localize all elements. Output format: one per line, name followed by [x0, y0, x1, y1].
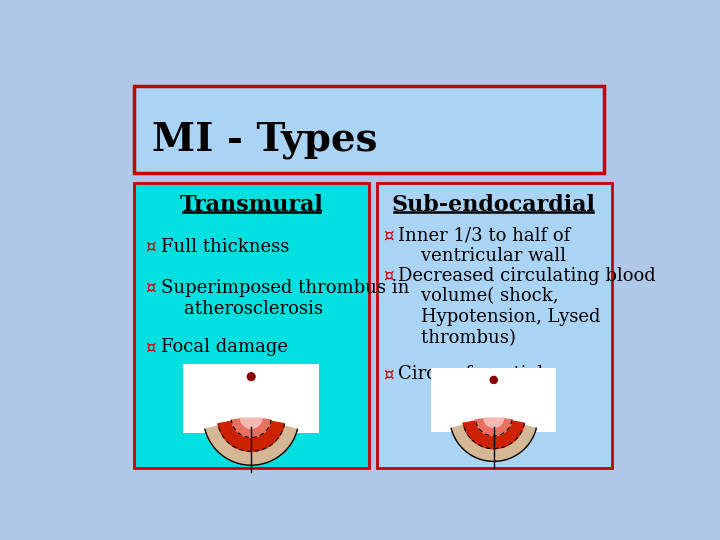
Polygon shape	[218, 421, 284, 451]
Text: Inner 1/3 to half of
    ventricular wall: Inner 1/3 to half of ventricular wall	[398, 226, 570, 265]
Polygon shape	[240, 418, 262, 428]
Text: Decreased circulating blood
    volume( shock,
    Hypotension, Lysed
    thromb: Decreased circulating blood volume( shoc…	[398, 267, 656, 347]
FancyBboxPatch shape	[184, 363, 319, 433]
Polygon shape	[484, 418, 503, 427]
Text: Focal damage: Focal damage	[161, 338, 288, 356]
FancyBboxPatch shape	[134, 183, 369, 468]
Text: Full thickness: Full thickness	[161, 238, 289, 256]
Circle shape	[490, 376, 498, 383]
FancyBboxPatch shape	[377, 183, 611, 468]
Text: ¤: ¤	[145, 238, 156, 256]
Text: Circumferential: Circumferential	[398, 365, 544, 383]
Text: Superimposed thrombus in
    atherosclerosis: Superimposed thrombus in atherosclerosis	[161, 279, 410, 318]
Text: ¤: ¤	[383, 226, 394, 245]
Polygon shape	[463, 421, 524, 449]
Text: MI - Types: MI - Types	[152, 122, 377, 159]
Polygon shape	[231, 419, 271, 437]
Text: ¤: ¤	[383, 365, 394, 383]
Text: ¤: ¤	[145, 279, 156, 297]
Text: Sub-endocardial: Sub-endocardial	[392, 194, 595, 216]
Polygon shape	[205, 426, 297, 465]
Text: Transmural: Transmural	[179, 194, 323, 216]
Text: ¤: ¤	[383, 267, 394, 285]
FancyBboxPatch shape	[134, 86, 604, 173]
Circle shape	[248, 373, 255, 381]
Text: ¤: ¤	[145, 338, 156, 356]
Polygon shape	[475, 418, 512, 436]
FancyBboxPatch shape	[431, 368, 556, 431]
Polygon shape	[451, 425, 536, 461]
